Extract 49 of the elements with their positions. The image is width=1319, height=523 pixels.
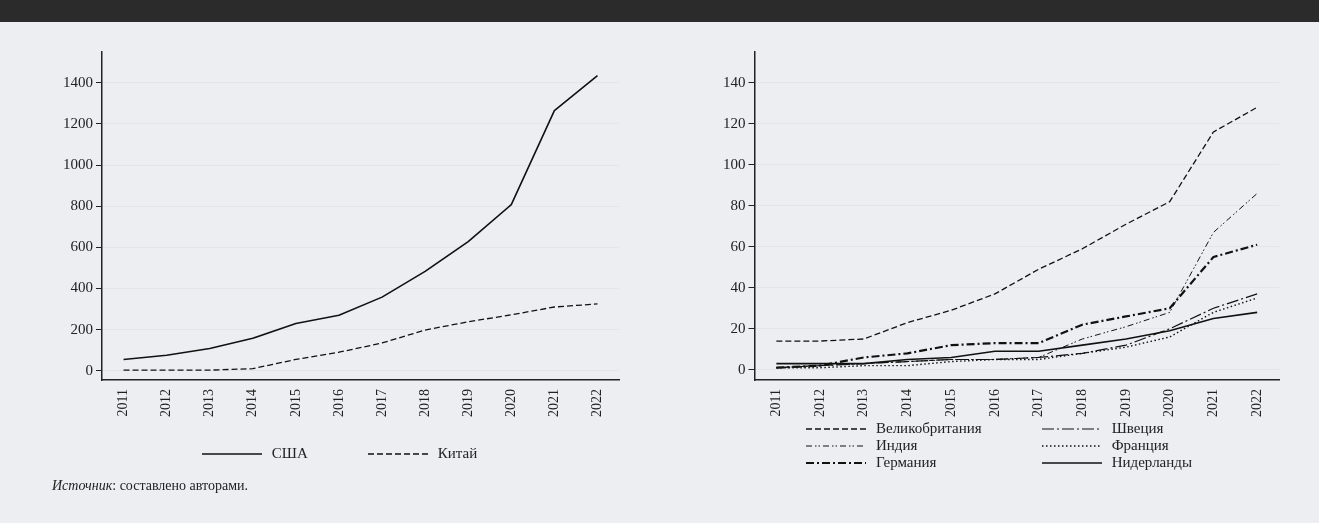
y-tick-label: 600 <box>70 238 93 255</box>
legend-label: Нидерланды <box>1111 454 1193 471</box>
x-tick-label: 2020 <box>502 389 518 417</box>
legend-label: Индия <box>875 437 918 454</box>
y-tick-label: 60 <box>730 237 745 254</box>
x-tick-label: 2013 <box>201 389 217 417</box>
y-tick-label: 120 <box>722 114 745 131</box>
legend-label: Франция <box>1111 437 1169 454</box>
text: Источник: составлено авторами. <box>52 478 249 494</box>
x-tick-label: 2017 <box>373 389 389 417</box>
y-tick-label: 100 <box>722 155 745 172</box>
legend-label: Великобритания <box>875 420 982 437</box>
y-tick-label: 1000 <box>63 156 93 173</box>
y-tick-label: 80 <box>730 196 745 213</box>
y-tick-label: 0 <box>85 361 93 378</box>
y-tick-label: 140 <box>722 73 745 90</box>
x-tick-label: 2018 <box>1073 389 1089 417</box>
x-tick-label: 2013 <box>854 389 870 417</box>
legend-label: Швеция <box>1111 420 1164 437</box>
x-tick-label: 2020 <box>1160 389 1176 417</box>
x-tick-label: 2019 <box>1117 389 1133 417</box>
x-tick-label: 2012 <box>811 389 827 417</box>
y-tick-label: 20 <box>730 319 745 336</box>
x-tick-label: 2022 <box>589 389 605 417</box>
x-tick-label: 2012 <box>158 389 174 417</box>
x-tick-label: 2015 <box>942 389 958 417</box>
x-tick-label: 2017 <box>1029 389 1045 417</box>
x-tick-label: 2021 <box>546 389 562 417</box>
y-tick-label: 800 <box>70 197 93 214</box>
y-tick-label: 1200 <box>63 114 93 131</box>
y-tick-label: 40 <box>730 278 745 295</box>
x-tick-label: 2015 <box>287 389 303 417</box>
x-tick-label: 2022 <box>1248 389 1264 417</box>
x-tick-label: 2016 <box>330 389 346 417</box>
x-tick-label: 2014 <box>898 389 914 417</box>
x-tick-label: 2016 <box>986 389 1002 417</box>
x-tick-label: 2011 <box>115 389 131 417</box>
x-tick-label: 2014 <box>244 389 260 417</box>
y-tick-label: 1400 <box>63 73 93 90</box>
legend-label: США <box>271 445 308 462</box>
legend-label: Германия <box>875 454 937 471</box>
y-tick-label: 0 <box>737 360 745 377</box>
x-tick-label: 2011 <box>767 389 783 417</box>
x-tick-label: 2021 <box>1204 389 1220 417</box>
legend-label: Китай <box>437 445 478 462</box>
x-tick-label: 2018 <box>416 389 432 417</box>
y-tick-label: 400 <box>70 279 93 296</box>
y-tick-label: 200 <box>70 320 93 337</box>
x-tick-label: 2019 <box>459 389 475 417</box>
